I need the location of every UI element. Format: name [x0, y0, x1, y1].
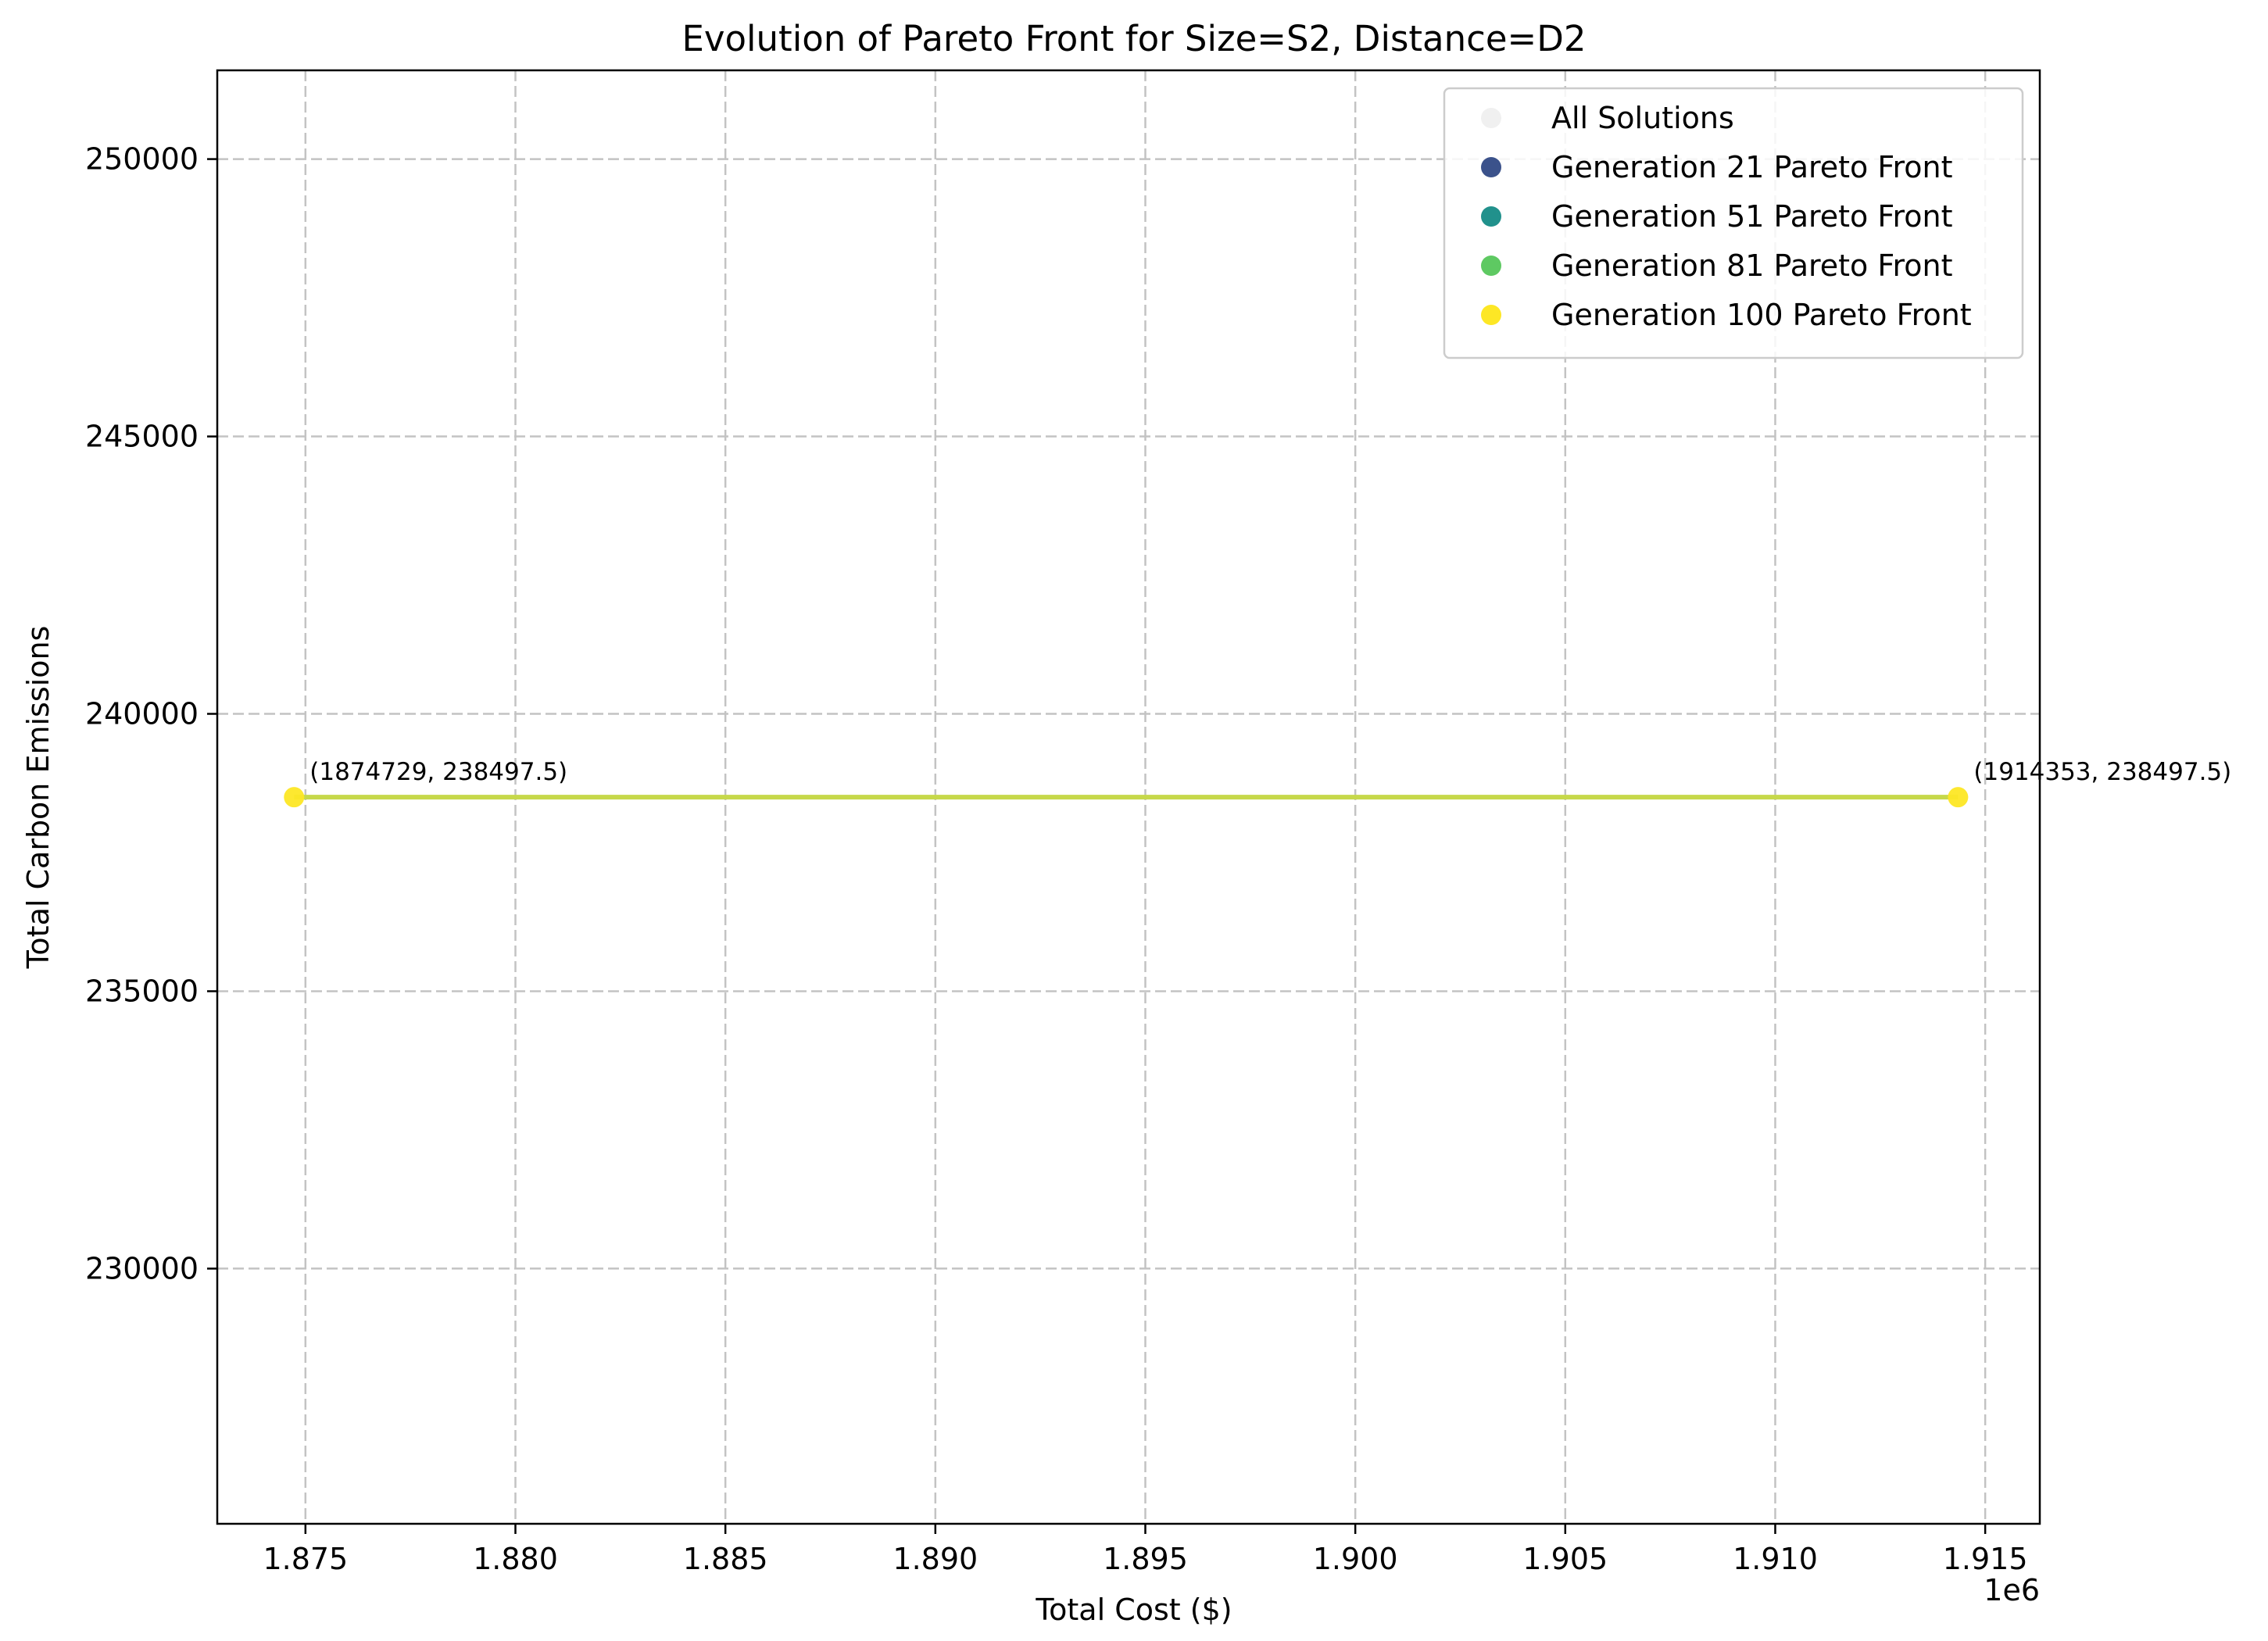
legend-label: Generation 81 Pareto Front — [1551, 248, 1953, 283]
legend-item: Generation 21 Pareto Front — [1481, 150, 1953, 184]
legend-box — [1443, 87, 2024, 359]
y-axis-ticks: 230000 235000 240000 245000 250000 — [85, 142, 217, 1285]
legend-label: Generation 100 Pareto Front — [1551, 298, 1972, 332]
legend-label: Generation 21 Pareto Front — [1551, 150, 1953, 184]
y-tick-label: 245000 — [85, 420, 199, 454]
annotation-layer: (1874729, 238497.5) (1914353, 238497.5) — [309, 758, 2231, 786]
legend-marker — [1481, 108, 1501, 128]
x-axis-offset-label: 1e6 — [1984, 1573, 2040, 1607]
x-tick-label: 1.885 — [683, 1542, 768, 1576]
legend-marker — [1481, 256, 1501, 276]
point-annotation: (1914353, 238497.5) — [1973, 758, 2231, 786]
legend-label: All Solutions — [1551, 101, 1734, 135]
x-tick-label: 1.910 — [1733, 1542, 1818, 1576]
x-axis-ticks: 1.875 1.880 1.885 1.890 1.895 1.900 1.905 1.910… — [263, 1524, 2028, 1576]
x-tick-label: 1.895 — [1103, 1542, 1188, 1576]
legend-marker — [1481, 305, 1501, 325]
data-point — [1948, 787, 1969, 808]
legend: All Solutions Generation 21 Pareto Front G… — [1443, 87, 2024, 359]
legend-item: Generation 100 Pareto Front — [1481, 298, 1972, 332]
plot-frame — [216, 69, 2041, 1525]
y-tick-label: 250000 — [85, 142, 199, 177]
legend-item: Generation 51 Pareto Front — [1481, 199, 1953, 234]
x-tick-label: 1.900 — [1313, 1542, 1398, 1576]
legend-marker — [1481, 206, 1501, 227]
data-point — [284, 787, 305, 808]
chart-title: Evolution of Pareto Front for Size=S2, D… — [681, 18, 1586, 59]
x-tick-label: 1.905 — [1522, 1542, 1608, 1576]
y-axis-label: Total Carbon Emissions — [21, 626, 55, 970]
x-tick-label: 1.915 — [1943, 1542, 2028, 1576]
x-tick-label: 1.875 — [263, 1542, 348, 1576]
y-tick-label: 230000 — [85, 1251, 199, 1285]
point-annotation: (1874729, 238497.5) — [309, 758, 567, 786]
series-layer — [284, 787, 1969, 808]
y-tick-label: 240000 — [85, 697, 199, 731]
x-axis-label: Total Cost ($) — [1035, 1593, 1232, 1627]
y-tick-label: 235000 — [85, 974, 199, 1008]
legend-label: Generation 51 Pareto Front — [1551, 199, 1953, 234]
legend-marker — [1481, 157, 1501, 177]
legend-item: Generation 81 Pareto Front — [1481, 248, 1953, 283]
series-4 — [284, 787, 1969, 808]
x-tick-label: 1.890 — [893, 1542, 978, 1576]
legend-item: All Solutions — [1481, 101, 1734, 135]
x-tick-label: 1.880 — [473, 1542, 558, 1576]
